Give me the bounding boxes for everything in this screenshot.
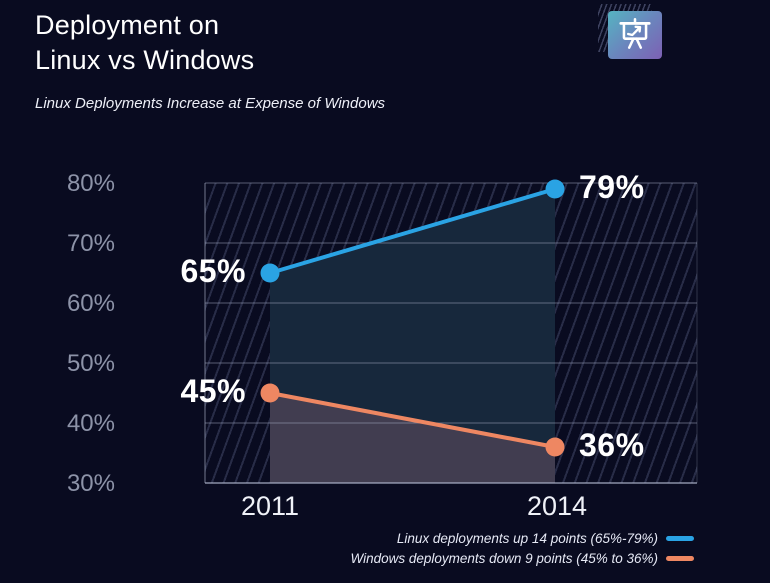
legend-swatch <box>666 556 694 561</box>
y-tick-label: 70% <box>66 230 115 257</box>
y-tick-label: 80% <box>66 170 115 197</box>
page-subtitle: Linux Deployments Increase at Expense of… <box>35 95 386 112</box>
presentation-chart-icon <box>608 11 662 59</box>
point-value-label: 36% <box>579 427 645 463</box>
legend-item: Linux deployments up 14 points (65%-79%) <box>397 531 694 546</box>
legend-swatch <box>666 536 694 541</box>
y-tick-label: 40% <box>66 410 115 437</box>
page-title: Deployment on Linux vs Windows <box>35 10 255 75</box>
point-value-label: 65% <box>180 253 246 289</box>
y-tick-label: 50% <box>66 350 115 377</box>
point-value-label: 45% <box>180 373 246 409</box>
chart-legend: Linux deployments up 14 points (65%-79%)… <box>350 531 694 566</box>
legend-item: Windows deployments down 9 points (45% t… <box>350 551 694 566</box>
y-tick-label: 60% <box>66 290 115 317</box>
point-value-label: 79% <box>579 169 645 205</box>
x-tick-label: 2011 <box>240 491 300 521</box>
easel-chart-glyph <box>619 17 651 49</box>
x-tick-label: 2014 <box>526 491 588 521</box>
legend-label: Windows deployments down 9 points (45% t… <box>350 551 658 566</box>
y-tick-label: 30% <box>66 470 115 497</box>
legend-label: Linux deployments up 14 points (65%-79%) <box>396 531 658 546</box>
